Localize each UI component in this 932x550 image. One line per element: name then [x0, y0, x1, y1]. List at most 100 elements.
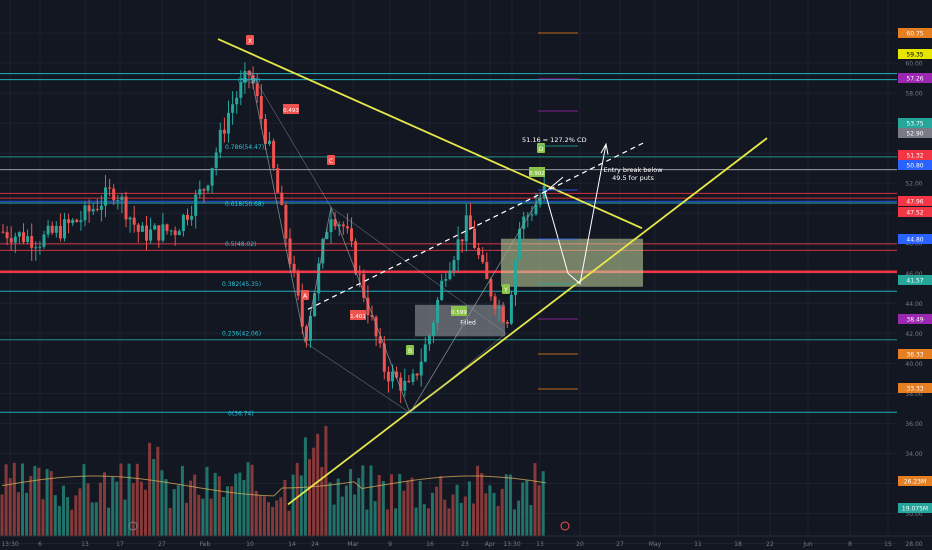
volume-bar	[41, 499, 45, 536]
volume-bar	[189, 480, 193, 536]
price-badge	[898, 503, 932, 513]
y-tick-label: 48.00	[905, 241, 922, 248]
price-badge-label: 47.96	[906, 199, 923, 206]
candle-body	[198, 189, 202, 195]
volume-bar	[123, 499, 127, 536]
x-tick-label: 13:30	[503, 541, 520, 548]
candle-body	[362, 274, 366, 298]
candle-body	[1, 231, 5, 233]
candle-body	[395, 371, 399, 378]
volume-bar	[176, 485, 180, 536]
volume-bar	[336, 478, 340, 536]
price-badge	[898, 234, 932, 244]
price-badge-label: 33.33	[906, 386, 923, 393]
candle-body	[341, 224, 345, 227]
pattern-leg	[304, 342, 411, 414]
volume-bar	[98, 482, 102, 536]
volume-bar	[394, 508, 398, 536]
x-tick-label: Feb	[200, 541, 211, 548]
volume-bar	[369, 465, 373, 536]
candle-body	[350, 228, 353, 242]
candle-body	[300, 295, 304, 327]
volume-bar	[472, 503, 475, 536]
volume-bar	[246, 462, 250, 536]
candle-body	[145, 225, 148, 241]
candle-body	[497, 306, 501, 309]
price-badge-label: 36.33	[906, 352, 923, 359]
candles	[1, 62, 546, 404]
candle-body	[227, 112, 230, 134]
volume-bar	[21, 463, 24, 536]
candle-body	[272, 140, 276, 169]
price-badge-label: 57.26	[906, 76, 923, 83]
volume-bar	[111, 477, 115, 536]
volume-bar	[402, 490, 406, 536]
volume-bar	[234, 473, 238, 536]
resistance-trendline	[217, 38, 643, 230]
volume-bar	[332, 504, 336, 536]
y-tick-label: 34.00	[905, 451, 922, 458]
candle-body	[210, 168, 214, 186]
candle-body	[42, 234, 46, 247]
pattern-point-label: B	[408, 348, 412, 355]
candle-body	[177, 231, 181, 236]
x-tick-label: 16	[426, 541, 434, 548]
x-tick-label: 13	[536, 541, 544, 548]
volume-bar	[258, 495, 262, 536]
volume-bar	[271, 506, 275, 536]
y-tick-label: 60.00	[905, 61, 922, 68]
y-tick-label: 40.00	[905, 361, 922, 368]
volume-bar	[455, 484, 459, 536]
candle-body	[112, 188, 116, 201]
fib-label: 0.5(48.02)	[225, 241, 256, 248]
volume-bar	[480, 473, 484, 536]
candle-body	[432, 322, 435, 336]
volume-bar	[303, 437, 307, 536]
candle-body	[124, 196, 128, 220]
volume-bar	[90, 502, 94, 536]
volume-bar	[213, 472, 217, 536]
candle-body	[489, 279, 493, 297]
volume-bar	[418, 480, 422, 536]
candle-body	[116, 200, 120, 202]
volume-bar	[496, 505, 500, 536]
price-badge-label: 50.80	[906, 163, 923, 170]
volume-bar	[447, 508, 451, 536]
volume-bar	[25, 492, 29, 536]
x-tick-label: 17	[116, 541, 124, 548]
volume-bar	[156, 446, 160, 536]
candle-body	[34, 247, 38, 249]
volume-bar	[525, 480, 529, 536]
volume-bar	[390, 474, 393, 536]
volume-bar	[115, 481, 119, 536]
x-tick-label: 27	[616, 541, 624, 548]
target-zone	[501, 238, 643, 287]
volume-bar	[37, 467, 41, 536]
pattern-leg	[249, 70, 332, 208]
candle-body	[71, 219, 75, 224]
candle-body	[263, 119, 267, 144]
x-tick-label: 9	[388, 541, 392, 548]
fib-label: 0.236(42.06)	[222, 330, 261, 337]
volume-bar	[344, 485, 348, 536]
volume-ma	[1, 475, 547, 497]
volume-bar	[238, 472, 242, 536]
candle-body	[509, 294, 513, 324]
candle-body	[382, 343, 386, 372]
price-badge-label: 47.52	[906, 210, 923, 217]
candle-body	[460, 239, 464, 242]
volume-bar	[45, 469, 49, 536]
candle-body	[477, 248, 481, 256]
support-trendline	[287, 137, 768, 506]
candle-body	[79, 220, 83, 222]
candle-body	[58, 225, 62, 239]
volume-bar	[131, 482, 135, 536]
x-tick-label: 6	[38, 541, 42, 548]
x-tick-label: 14	[288, 541, 296, 548]
pattern-point-label: A	[303, 293, 308, 300]
candle-body	[452, 260, 456, 271]
price-badge-label: 60.75	[906, 31, 923, 38]
volume-bar	[476, 465, 480, 536]
candle-body	[313, 293, 317, 317]
